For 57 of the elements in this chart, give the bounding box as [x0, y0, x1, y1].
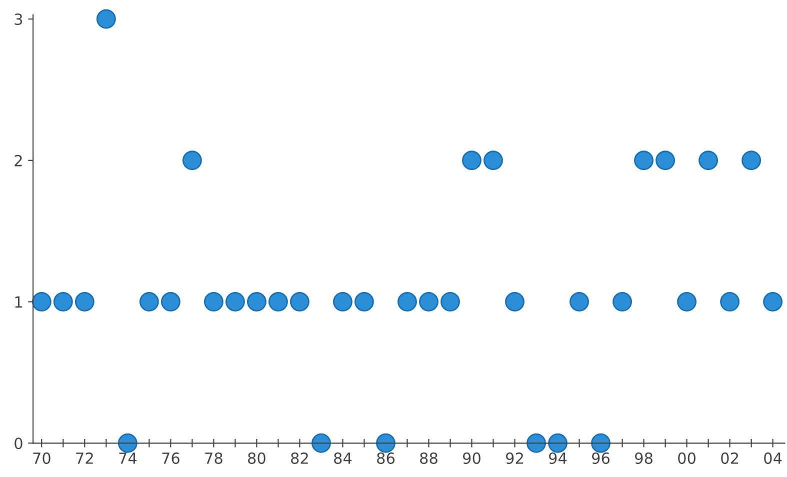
point	[742, 150, 762, 170]
x-tick-label: 04	[764, 452, 782, 464]
point	[419, 292, 438, 312]
point	[505, 292, 524, 312]
x-tick-label: 92	[506, 452, 523, 464]
x-tick-label: 78	[205, 452, 222, 464]
point	[332, 292, 352, 312]
point	[462, 150, 482, 170]
point	[698, 150, 718, 170]
point	[74, 292, 94, 312]
point	[484, 150, 503, 170]
point	[440, 292, 460, 312]
point	[311, 433, 331, 453]
point	[763, 292, 783, 312]
x-tick-label: 90	[462, 452, 480, 464]
x-tick-label: 02	[721, 452, 738, 464]
x-tick-label: 84	[334, 452, 352, 464]
point	[246, 292, 266, 312]
point	[139, 292, 159, 312]
x-tick-label: 98	[635, 452, 652, 464]
point	[720, 292, 740, 312]
point	[526, 433, 546, 453]
point	[376, 433, 396, 453]
x-tick-label: 72	[76, 452, 93, 464]
x-tick-label: 70	[33, 452, 50, 464]
point	[612, 292, 632, 312]
point	[182, 150, 202, 170]
x-tick-label: 74	[119, 452, 137, 464]
point	[32, 292, 52, 312]
x-tick-label: 76	[162, 452, 180, 464]
point	[225, 292, 245, 312]
point	[268, 292, 288, 312]
x-tick-label: 88	[420, 452, 438, 464]
y-tick-label: 0	[14, 438, 22, 450]
point	[570, 292, 589, 312]
point	[354, 292, 374, 312]
point	[677, 292, 697, 312]
point	[96, 9, 116, 29]
x-tick-label: 82	[291, 452, 308, 464]
y-tick-label: 1	[15, 296, 22, 308]
x-tick-label: 80	[248, 452, 266, 464]
x-tick-label: 94	[549, 452, 567, 464]
x-tick-label: 96	[592, 452, 610, 464]
point	[290, 292, 310, 312]
y-tick-label: 2	[14, 154, 22, 166]
point	[118, 433, 138, 453]
point	[204, 292, 224, 312]
point	[160, 292, 180, 312]
point	[398, 292, 417, 312]
point	[634, 150, 654, 170]
x-tick-label: 00	[678, 452, 696, 464]
point	[548, 433, 568, 453]
x-tick-label: 86	[377, 452, 394, 464]
point	[53, 292, 73, 312]
point	[591, 433, 610, 453]
y-tick-label: 3	[14, 13, 22, 26]
point	[656, 150, 676, 170]
